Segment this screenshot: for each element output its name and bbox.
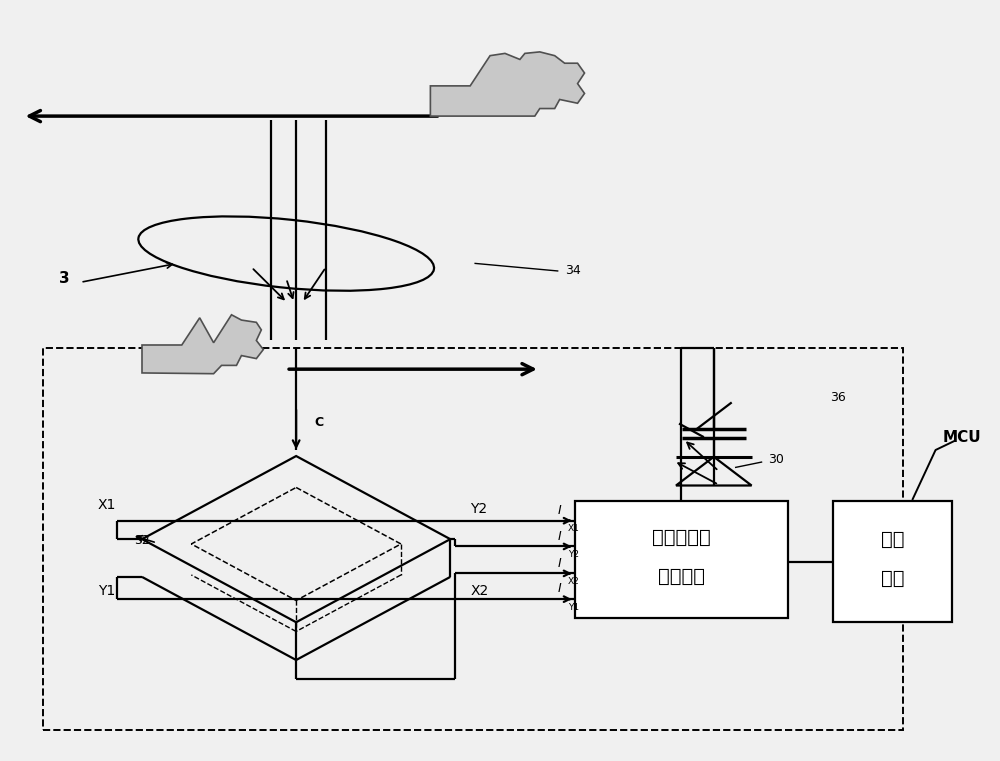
Bar [575,501,788,619]
Text: X1: X1 [568,524,579,533]
Polygon shape [142,315,263,374]
Text: 34: 34 [565,265,580,278]
Text: 36: 36 [830,390,846,403]
Text: 处理电路: 处理电路 [658,567,705,586]
Text: I: I [558,504,562,517]
Text: 信号控制与: 信号控制与 [652,528,711,546]
Text: I: I [558,530,562,543]
Text: I: I [558,582,562,595]
Text: 32: 32 [134,534,150,547]
Text: Y1: Y1 [99,584,116,597]
Text: C: C [314,416,323,428]
Text: I: I [558,556,562,569]
Text: 30: 30 [769,454,784,466]
Text: 理器: 理器 [881,569,905,588]
Text: X2: X2 [568,577,579,586]
Text: Y1: Y1 [568,603,579,612]
Text: X2: X2 [470,584,488,597]
Bar [43,348,903,730]
Text: Y2: Y2 [568,550,579,559]
Text: 3: 3 [59,271,70,286]
Text: MCU: MCU [943,430,982,444]
Text: X1: X1 [98,498,116,512]
Text: 微处: 微处 [881,530,905,549]
Bar [833,501,952,622]
Polygon shape [430,52,585,116]
Text: Y2: Y2 [470,502,487,516]
